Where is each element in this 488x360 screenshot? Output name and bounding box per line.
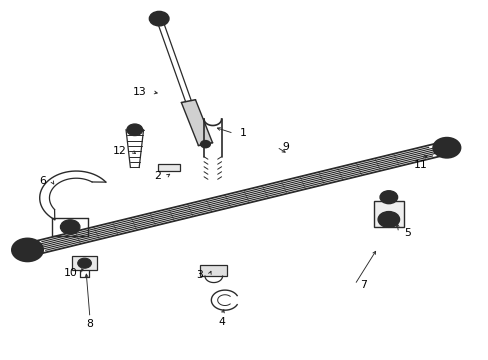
Text: 12: 12 <box>113 146 126 156</box>
Text: 2: 2 <box>153 171 160 181</box>
Text: 5: 5 <box>404 228 410 238</box>
Circle shape <box>61 220 80 234</box>
Text: 4: 4 <box>218 317 225 327</box>
Text: 9: 9 <box>282 142 289 152</box>
Text: 7: 7 <box>360 280 366 290</box>
Bar <box>158 163 180 171</box>
Text: 13: 13 <box>133 87 147 97</box>
Circle shape <box>12 238 43 261</box>
Circle shape <box>78 258 91 268</box>
Circle shape <box>379 191 397 204</box>
Text: 11: 11 <box>413 160 427 170</box>
Bar <box>200 265 227 276</box>
Circle shape <box>200 140 210 148</box>
Circle shape <box>432 138 460 158</box>
Circle shape <box>377 212 399 227</box>
Bar <box>373 201 403 226</box>
Bar <box>72 256 97 270</box>
Text: 6: 6 <box>39 176 46 186</box>
Text: 8: 8 <box>86 319 93 329</box>
Text: 10: 10 <box>64 267 78 278</box>
Circle shape <box>149 12 168 26</box>
Text: 3: 3 <box>196 270 203 280</box>
Text: 1: 1 <box>239 129 246 138</box>
Polygon shape <box>181 100 212 145</box>
Circle shape <box>126 124 142 136</box>
